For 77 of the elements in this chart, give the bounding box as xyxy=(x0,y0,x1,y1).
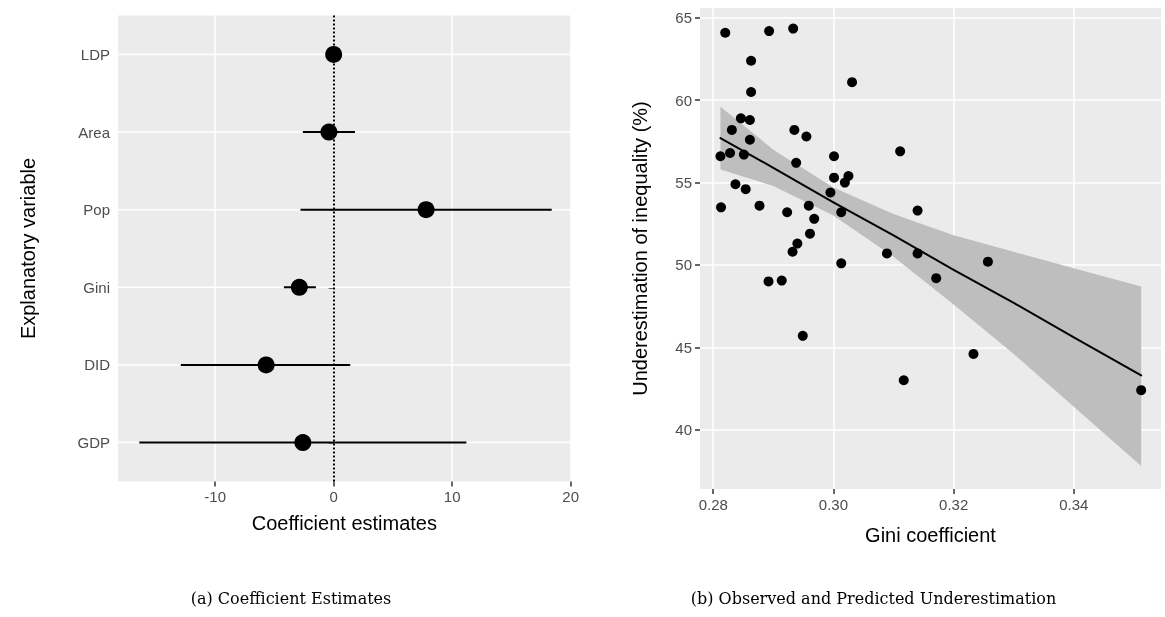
point xyxy=(730,179,741,190)
y-tick-label: 45 xyxy=(675,338,692,356)
point xyxy=(787,246,798,257)
point xyxy=(725,147,736,158)
y-tick-label: 55 xyxy=(675,174,692,192)
x-tick-label: 0.28 xyxy=(698,496,728,513)
point xyxy=(836,207,847,218)
x-tick-label: 10 xyxy=(443,488,461,506)
point xyxy=(931,273,942,284)
point xyxy=(803,200,814,211)
x-axis-title: Gini coefficient xyxy=(865,524,997,546)
point xyxy=(791,157,802,168)
x-tick-label: 0.32 xyxy=(939,496,969,513)
point xyxy=(715,151,726,162)
point xyxy=(968,348,979,359)
point xyxy=(829,172,840,183)
y-axis-title: Underestimation of inequality (%) xyxy=(629,101,651,396)
y-tick-label: 65 xyxy=(675,9,692,27)
point xyxy=(789,124,800,135)
point xyxy=(325,45,343,63)
point xyxy=(726,124,737,135)
point xyxy=(792,238,803,249)
point xyxy=(417,201,435,219)
point xyxy=(746,55,757,66)
point xyxy=(805,228,815,239)
x-axis-title: Coefficient estimates xyxy=(251,512,437,535)
point xyxy=(290,278,308,296)
point xyxy=(744,115,755,126)
point xyxy=(843,171,854,182)
y-tick-label: 50 xyxy=(675,256,692,274)
point xyxy=(801,131,812,142)
point xyxy=(797,330,808,341)
point xyxy=(912,205,923,216)
point xyxy=(735,113,746,124)
point xyxy=(788,23,799,34)
y-axis-title: Explanatory variable xyxy=(17,157,39,340)
point xyxy=(895,146,906,157)
x-tick-label: 0 xyxy=(329,488,338,506)
y-tick-label: LDP xyxy=(80,45,110,63)
y-tick-label: DID xyxy=(84,356,111,374)
point xyxy=(829,151,840,162)
point xyxy=(746,87,757,98)
point xyxy=(738,149,749,160)
y-tick-label: Pop xyxy=(83,201,110,219)
point xyxy=(740,184,751,195)
point xyxy=(912,248,923,259)
x-tick-label: 20 xyxy=(562,488,579,506)
point xyxy=(763,276,774,287)
point xyxy=(982,256,993,267)
text: (b) Observed and Predicted Underestimation xyxy=(690,588,1057,608)
y-tick-label: 40 xyxy=(675,421,692,439)
point xyxy=(764,26,775,37)
y-tick-label: Area xyxy=(78,123,111,141)
point xyxy=(825,187,836,198)
x-tick-label: -10 xyxy=(204,488,227,506)
point xyxy=(744,134,755,145)
point xyxy=(776,275,787,286)
point xyxy=(881,248,892,259)
point xyxy=(809,213,820,224)
line-series xyxy=(719,137,1143,377)
text: (a) Coefficient Estimates xyxy=(190,588,392,608)
point xyxy=(294,434,312,452)
point xyxy=(754,200,765,211)
x-tick-label: 0.30 xyxy=(818,496,849,513)
point xyxy=(720,27,731,38)
point xyxy=(847,77,858,88)
point xyxy=(320,123,338,141)
point xyxy=(1136,385,1147,396)
point xyxy=(257,356,275,374)
y-tick-label: GDP xyxy=(77,434,110,452)
y-tick-label: 60 xyxy=(675,91,692,109)
point xyxy=(836,258,847,269)
point xyxy=(898,375,909,386)
y-tick-label: Gini xyxy=(83,278,110,296)
point xyxy=(716,202,727,213)
x-tick-label: 0.34 xyxy=(1059,496,1089,513)
point xyxy=(782,207,793,218)
